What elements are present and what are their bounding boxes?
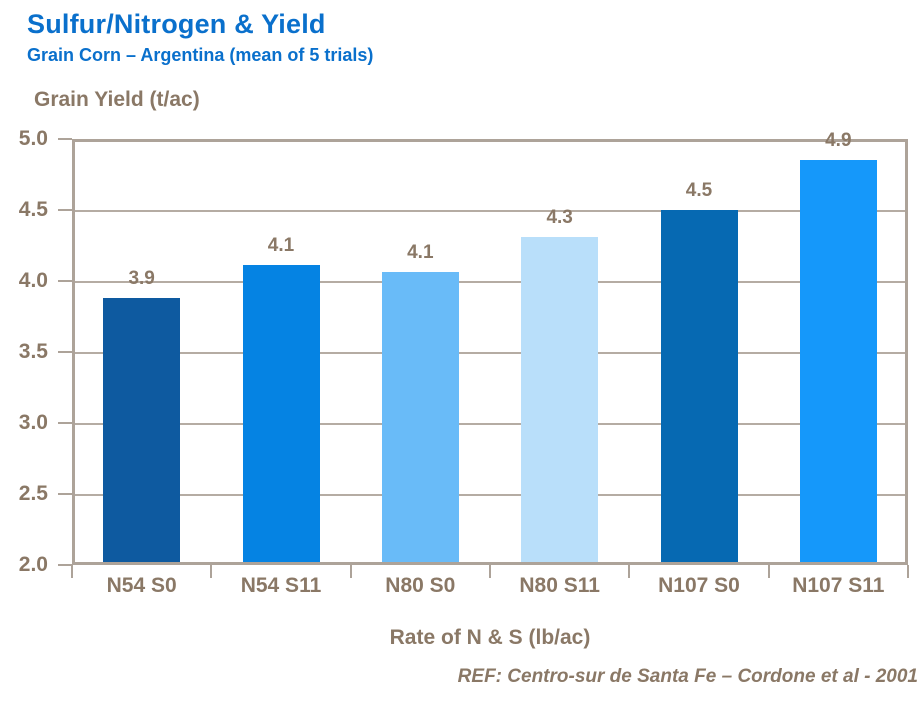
- y-axis-tick: [58, 422, 72, 424]
- bar: [521, 236, 599, 562]
- plot-area-border: [72, 139, 908, 565]
- x-tick-label: N54 S0: [106, 574, 177, 597]
- x-axis-tick: [210, 565, 213, 578]
- y-tick-label: 2.0: [18, 553, 48, 576]
- y-tick-label: 4.0: [18, 269, 48, 292]
- bar-value-label: 4.1: [407, 242, 434, 264]
- x-axis-tick: [71, 565, 73, 578]
- x-axis-title: Rate of N & S (lb/ac): [389, 626, 591, 649]
- y-tick-label: 4.5: [18, 198, 48, 221]
- x-axis-tick: [907, 565, 909, 578]
- x-axis-tick: [349, 565, 352, 578]
- bar-value-label: 4.5: [685, 180, 713, 201]
- bar: [103, 298, 181, 562]
- x-axis-tick: [628, 565, 631, 578]
- y-axis-title: Grain Yield (t/ac): [34, 88, 200, 111]
- y-axis-tick: [58, 351, 72, 353]
- gridline: [72, 210, 908, 212]
- y-axis-tick: [58, 493, 72, 495]
- x-tick-label: N107 S0: [658, 574, 740, 597]
- x-tick-label: N80 S11: [519, 574, 600, 597]
- y-tick-label: 3.5: [18, 340, 48, 363]
- x-tick-label: N107 S11: [792, 574, 885, 597]
- y-tick-label: 5.0: [18, 127, 48, 150]
- bar-value-label: 4.1: [267, 235, 295, 257]
- bar: [381, 272, 459, 562]
- chart-title: Sulfur/Nitrogen & Yield: [27, 9, 326, 39]
- x-tick-label: N80 S0: [385, 574, 456, 597]
- bar-value-label: 3.9: [128, 268, 155, 290]
- x-tick-label: N54 S11: [240, 574, 322, 597]
- bar-value-label: 4.9: [825, 130, 852, 152]
- y-tick-label: 3.0: [18, 411, 48, 434]
- bar: [242, 265, 320, 562]
- y-axis-tick: [58, 138, 72, 140]
- gridline: [72, 494, 908, 496]
- chart-subtitle: Grain Corn – Argentina (mean of 5 trials…: [27, 45, 374, 65]
- x-axis-tick: [489, 565, 491, 578]
- y-axis-tick: [58, 280, 72, 282]
- y-axis-tick: [58, 209, 72, 211]
- x-axis-tick: [767, 565, 770, 578]
- bar: [660, 210, 738, 562]
- gridline: [72, 423, 908, 425]
- bar: [799, 160, 877, 562]
- y-axis-tick: [58, 564, 72, 566]
- bar-value-label: 4.3: [546, 206, 573, 228]
- reference-note: REF: Centro-sur de Santa Fe – Cordone et…: [457, 666, 918, 687]
- gridline: [72, 352, 908, 354]
- y-tick-label: 2.5: [18, 482, 48, 505]
- gridline: [72, 281, 908, 283]
